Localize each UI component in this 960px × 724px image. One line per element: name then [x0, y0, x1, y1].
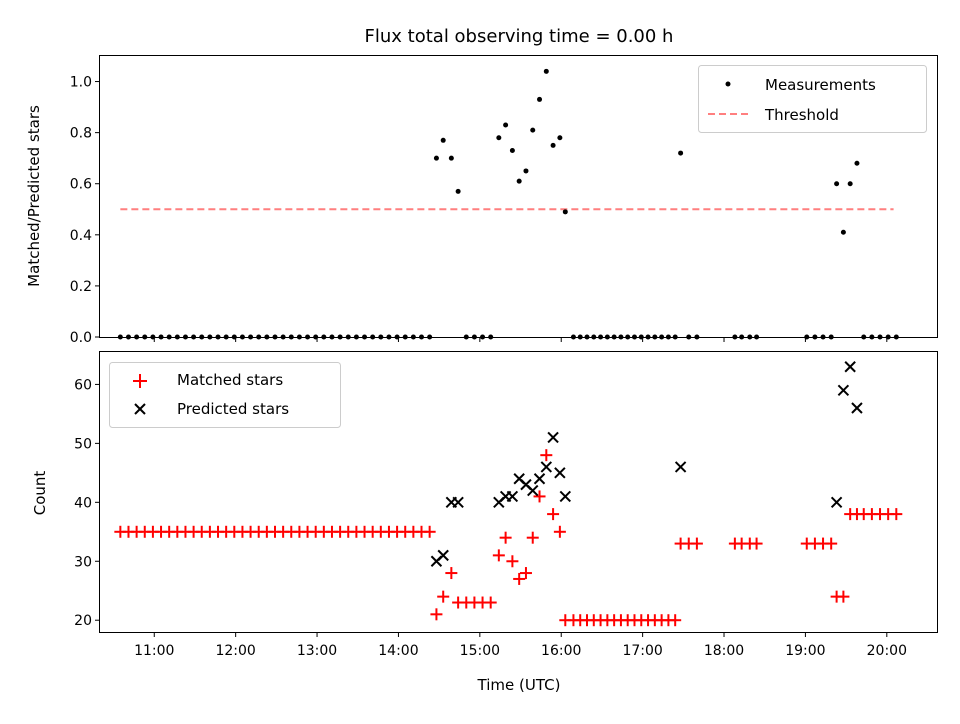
- matched-star-point: [547, 508, 560, 521]
- predicted-star-point: [844, 361, 856, 373]
- matched-star-point: [690, 537, 703, 550]
- bottom-x-axis-ticks: 11:00 12:00 13:00 14:00 15:00 16:00 17:00 18:00…: [134, 632, 907, 659]
- measurement-point: [550, 142, 556, 148]
- top-y-tick-label: 0.8: [70, 126, 92, 142]
- measurement-point: [840, 229, 846, 235]
- matched-star-point: [553, 525, 566, 538]
- bottom-x-tick-label: 16:00: [541, 643, 581, 659]
- bottom-y-axis-label: Count: [31, 471, 49, 516]
- chart-title: Flux total observing time = 0.00 h: [365, 26, 674, 47]
- bottom-x-tick-label: 17:00: [622, 643, 662, 659]
- measurement-point: [537, 96, 543, 102]
- legend-matched-label: Matched stars: [177, 371, 283, 389]
- measurement-point: [503, 122, 509, 128]
- top-y-axis-label: Matched/Predicted stars: [25, 105, 43, 287]
- top-y-tick-label: 0.2: [70, 279, 92, 295]
- measurement-point: [523, 168, 529, 174]
- measurement-point: [854, 160, 860, 166]
- bottom-x-tick-label: 14:00: [378, 643, 418, 659]
- measurement-point: [678, 150, 684, 156]
- bottom-plot-marks: [114, 361, 903, 627]
- legend-matched-marker: [133, 374, 147, 388]
- predicted-star-point: [437, 549, 449, 562]
- bottom-x-tick-label: 19:00: [785, 643, 825, 659]
- measurement-point: [543, 68, 549, 74]
- predicted-star-point: [559, 490, 572, 503]
- matched-star-point: [540, 449, 553, 462]
- bottom-x-tick-label: 18:00: [704, 643, 744, 659]
- predicted-star-point: [674, 461, 687, 473]
- bottom-panel: 20 30 40 50 60 11:00 12:00 13:00 14:00 15:00 16:0…: [31, 351, 938, 694]
- bottom-x-tick-label: 12:00: [215, 643, 255, 659]
- measurement-point: [440, 137, 446, 143]
- matched-star-point: [837, 590, 850, 603]
- top-panel: 0.0 0.2 0.4 0.6 0.8 1.0 Matched/Predicted sta…: [25, 55, 938, 346]
- matched-star-point: [513, 572, 526, 585]
- measurement-point: [847, 181, 853, 187]
- matched-star-point: [423, 525, 436, 538]
- bottom-y-axis-ticks: 20 30 40 50 60: [74, 377, 100, 629]
- bottom-x-tick-label: 20:00: [867, 643, 907, 659]
- top-y-tick-label: 0.0: [70, 330, 92, 346]
- predicted-star-point: [540, 461, 553, 473]
- matched-star-point: [506, 555, 519, 568]
- matched-star-point: [669, 614, 682, 627]
- bottom-x-axis-label: Time (UTC): [477, 676, 561, 694]
- predicted-star-point: [533, 473, 546, 485]
- matched-star-point: [492, 549, 505, 562]
- predicted-star-point: [830, 496, 843, 509]
- matched-star-point: [519, 567, 532, 580]
- measurement-point: [530, 127, 536, 133]
- legend-threshold-label: Threshold: [764, 106, 839, 124]
- bottom-x-tick-label: 11:00: [134, 643, 174, 659]
- predicted-star-point: [851, 402, 863, 414]
- predicted-star-point: [527, 484, 539, 497]
- bottom-y-tick-label: 60: [74, 377, 92, 393]
- matched-star-point: [430, 608, 443, 621]
- measurement-point: [433, 155, 439, 161]
- top-y-axis-ticks: 0.0 0.2 0.4 0.6 0.8 1.0: [70, 75, 100, 346]
- measurement-point: [448, 155, 454, 161]
- predicted-star-point: [554, 467, 566, 479]
- matched-star-point: [484, 596, 497, 609]
- measurement-point: [557, 135, 563, 141]
- matched-star-point: [890, 508, 903, 521]
- predicted-star-point: [506, 490, 519, 503]
- measurement-point: [509, 148, 515, 154]
- measurement-point: [455, 188, 461, 194]
- legend-predicted-label: Predicted stars: [177, 400, 289, 418]
- matched-star-point: [437, 590, 450, 603]
- top-y-tick-label: 0.4: [70, 228, 92, 244]
- bottom-plot-frame: [99, 351, 938, 633]
- top-y-tick-label: 1.0: [70, 75, 92, 91]
- matched-star-point: [445, 567, 458, 580]
- bottom-y-tick-label: 40: [74, 495, 92, 511]
- bottom-x-tick-label: 15:00: [460, 643, 500, 659]
- predicted-star-point: [837, 384, 850, 397]
- matched-star-point: [825, 537, 838, 550]
- matched-star-point: [526, 531, 539, 544]
- bottom-x-tick-label: 13:00: [297, 643, 337, 659]
- top-y-tick-label: 0.6: [70, 177, 92, 193]
- matched-star-point: [750, 537, 763, 550]
- bottom-y-tick-label: 30: [74, 554, 92, 570]
- predicted-star-point: [452, 496, 464, 509]
- legend-predicted-marker: [134, 403, 146, 415]
- legend-measurements-marker: [725, 81, 731, 87]
- matched-star-point: [533, 490, 546, 503]
- top-plot-frame: [99, 55, 938, 338]
- top-legend: Measurements Threshold: [698, 65, 927, 133]
- measurement-point: [562, 209, 568, 215]
- predicted-star-point: [547, 431, 559, 444]
- bottom-y-tick-label: 50: [74, 436, 92, 452]
- measurement-point: [496, 135, 502, 141]
- measurement-point: [834, 181, 840, 187]
- bottom-legend: Matched stars Predicted stars: [109, 362, 341, 428]
- matched-star-point: [499, 531, 512, 544]
- legend-measurements-label: Measurements: [765, 76, 876, 94]
- bottom-y-tick-label: 20: [74, 613, 92, 629]
- measurement-point: [516, 178, 522, 184]
